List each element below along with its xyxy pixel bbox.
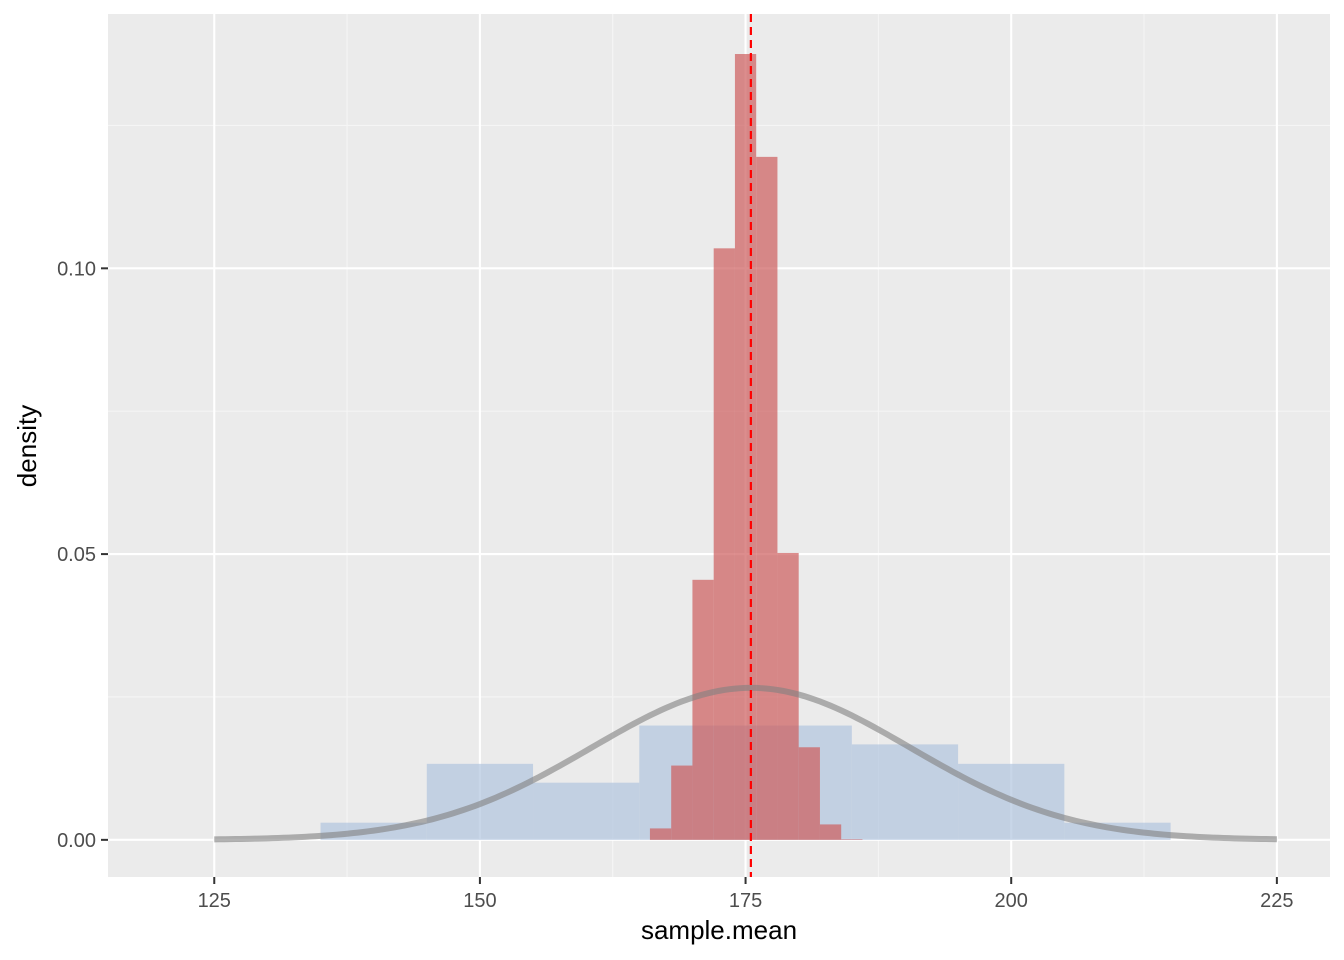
histogram-narrow-bar [841, 839, 863, 840]
histogram-narrow-bar [756, 156, 778, 840]
y-axis-title: density [12, 405, 42, 487]
x-tick-label: 175 [729, 890, 762, 912]
histogram-narrow-bar [734, 54, 757, 840]
histogram-wide-bar [851, 744, 959, 840]
histogram-narrow-bar [671, 765, 693, 840]
histogram-narrow-bar [713, 248, 735, 840]
x-tick-label: 150 [463, 890, 496, 912]
histogram-narrow-bar [777, 552, 799, 840]
histogram-narrow-bar [798, 747, 820, 840]
x-tick-label: 225 [1260, 890, 1293, 912]
y-tick-label: 0.00 [57, 830, 96, 852]
histogram-wide-bar [533, 782, 640, 840]
y-axis: 0.00 0.05 0.10 [57, 258, 108, 852]
y-tick-label: 0.05 [57, 544, 96, 566]
normal-curve [214, 684, 1277, 843]
y-tick-label: 0.10 [57, 258, 96, 280]
histogram-narrow-bar [692, 579, 714, 840]
x-tick-label: 200 [995, 890, 1028, 912]
normal-curve-layer [214, 684, 1277, 843]
histogram-narrow-bar [819, 824, 842, 840]
x-tick-label: 125 [198, 890, 231, 912]
x-axis: 125 150 175 200 225 [198, 877, 1294, 912]
histogram-narrow-bar [649, 828, 672, 840]
x-axis-title: sample.mean [641, 915, 797, 945]
